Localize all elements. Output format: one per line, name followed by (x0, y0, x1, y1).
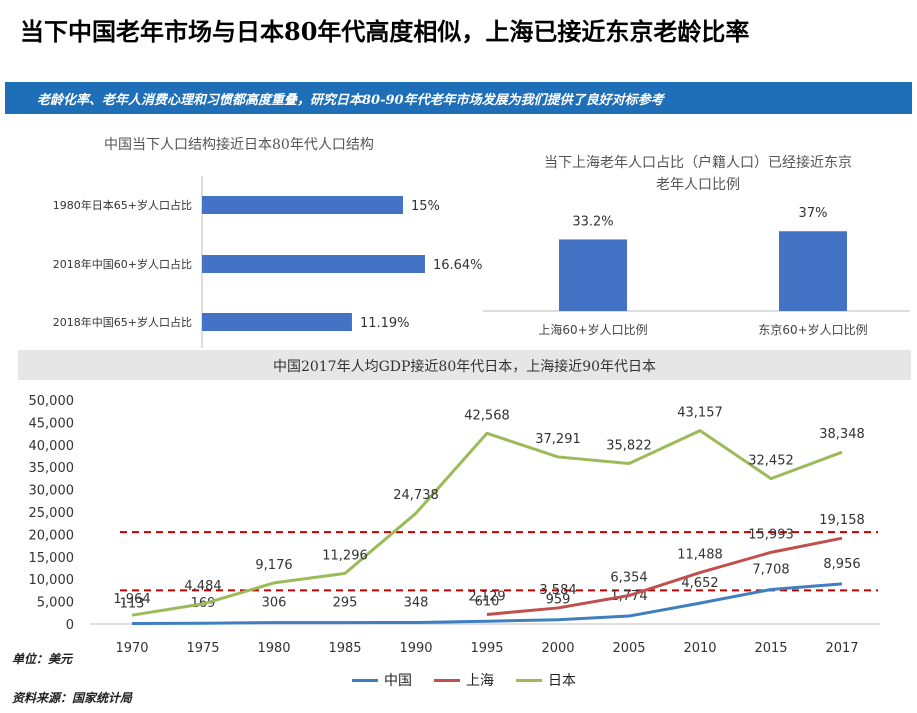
line-ytick-label: 0 (66, 618, 74, 633)
vbar-category-label: 东京60+岁人口比例 (758, 322, 867, 337)
hbar-bar (202, 196, 403, 214)
data-label-china: 348 (404, 595, 429, 610)
legend-label-shanghai: 上海 (466, 673, 494, 689)
data-label-china: 113 (120, 596, 145, 611)
vbar-bar (779, 231, 847, 311)
legend-swatch-japan (516, 678, 542, 682)
vbar-bar (559, 239, 627, 311)
data-label-china: 610 (475, 594, 500, 609)
legend-label-japan: 日本 (548, 673, 576, 689)
line-ytick-label: 10,000 (29, 573, 75, 588)
data-label-shanghai: 6,354 (610, 571, 647, 586)
legend-label-china: 中国 (384, 673, 412, 689)
line-xtick-label: 1995 (470, 641, 503, 656)
banner-text: 老龄化率、老年人消费心理和习惯都高度重叠，研究日本80-90年代老年市场发展为我… (37, 93, 664, 108)
line-ytick-label: 20,000 (29, 528, 75, 543)
data-label-china: 306 (262, 596, 287, 611)
hbar-category-label: 2018年中国60+岁人口占比 (53, 257, 192, 271)
series-line-china (131, 582, 843, 625)
series-line-shanghai (486, 536, 843, 616)
hbar-bar (202, 255, 425, 273)
data-label-japan: 4,484 (184, 579, 221, 594)
line-ytick-label: 40,000 (29, 439, 75, 454)
data-label-japan: 38,348 (819, 427, 865, 442)
data-label-shanghai: 2,129 (468, 589, 505, 604)
legend-item-japan: 日本 (516, 670, 576, 690)
data-label-china: 4,652 (681, 576, 718, 591)
line-xtick-label: 1975 (186, 641, 219, 656)
data-label-japan: 24,738 (393, 488, 439, 503)
vbar-category-label: 上海60+岁人口比例 (538, 322, 647, 337)
unit-note: 单位：美元 (12, 652, 73, 666)
data-label-japan: 1,964 (113, 592, 150, 607)
vbar-value-label: 37% (799, 206, 828, 221)
vbar-chart-title: 当下上海老年人口占比（户籍人口）已经接近东京 老年人口比例 (488, 152, 908, 196)
line-xtick-label: 2017 (825, 641, 858, 656)
line-ytick-label: 50,000 (29, 394, 75, 409)
data-label-shanghai: 15,993 (748, 527, 794, 542)
hbar-value-label: 15% (411, 199, 440, 214)
line-chart-title: 中国2017年人均GDP接近80年代日本，上海接近90年代日本 (272, 359, 657, 375)
hbar-chart-title: 中国当下人口结构接近日本80年代人口结构 (104, 137, 374, 153)
data-label-japan: 9,176 (255, 558, 292, 573)
hbar-category-label: 1980年日本65+岁人口占比 (53, 198, 192, 212)
line-ytick-label: 5,000 (37, 596, 74, 611)
hbar-category-label: 2018年中国65+岁人口占比 (53, 315, 192, 329)
hbar-value-label: 11.19% (360, 316, 410, 331)
hbar-value-label: 16.64% (433, 258, 483, 273)
vbar-value-label: 33.2% (572, 214, 613, 229)
line-xtick-label: 2005 (612, 641, 645, 656)
subtitle-banner: 老龄化率、老年人消费心理和习惯都高度重叠，研究日本80-90年代老年市场发展为我… (5, 82, 912, 114)
line-ytick-label: 45,000 (29, 416, 75, 431)
line-xtick-label: 2010 (683, 641, 716, 656)
legend-swatch-shanghai (434, 678, 460, 682)
legend-swatch-china (352, 678, 378, 682)
line-legend: 中国 上海 日本 (352, 670, 576, 690)
data-label-shanghai: 11,488 (677, 548, 723, 563)
line-xtick-label: 1980 (257, 641, 290, 656)
series-line-japan (131, 429, 843, 617)
line-xtick-label: 2015 (754, 641, 787, 656)
hbar-bar (202, 313, 352, 331)
data-label-china: 7,708 (752, 562, 789, 577)
data-label-japan: 42,568 (464, 408, 510, 423)
line-chart-header: 中国2017年人均GDP接近80年代日本，上海接近90年代日本 (18, 350, 911, 380)
data-label-shanghai: 19,158 (819, 513, 865, 528)
line-xtick-label: 2000 (541, 641, 574, 656)
data-label-china: 8,956 (823, 557, 860, 572)
data-label-japan: 11,296 (322, 548, 368, 563)
vbar-chart-title-line2: 老年人口比例 (656, 177, 740, 193)
data-label-japan: 35,822 (606, 439, 652, 454)
line-xtick-label: 1990 (399, 641, 432, 656)
data-label-japan: 43,157 (677, 406, 723, 421)
line-ytick-label: 30,000 (29, 484, 75, 499)
source-note: 资料来源：国家统计局 (12, 691, 133, 705)
data-label-china: 959 (546, 593, 571, 608)
data-label-japan: 32,452 (748, 454, 794, 469)
legend-item-shanghai: 上海 (434, 670, 494, 690)
data-label-shanghai: 3,584 (539, 583, 576, 598)
data-label-china: 295 (333, 596, 358, 611)
line-ytick-label: 35,000 (29, 461, 75, 476)
line-xtick-label: 1985 (328, 641, 361, 656)
data-label-japan: 37,291 (535, 432, 581, 447)
line-ytick-label: 25,000 (29, 506, 75, 521)
legend-item-china: 中国 (352, 670, 412, 690)
line-xtick-label: 1970 (115, 641, 148, 656)
line-ytick-label: 15,000 (29, 551, 75, 566)
page-title: 当下中国老年市场与日本80年代高度相似，上海已接近东京老龄比率 (20, 17, 750, 46)
vbar-chart-title-line1: 当下上海老年人口占比（户籍人口）已经接近东京 (544, 155, 852, 171)
